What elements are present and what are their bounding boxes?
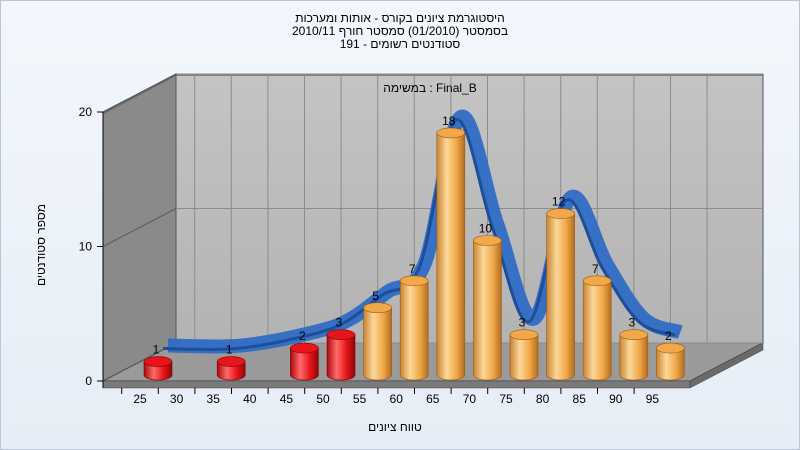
bar-body — [656, 347, 685, 381]
bar-body — [436, 132, 466, 381]
bar-65 — [436, 127, 466, 381]
data-label-85: 7 — [592, 262, 599, 276]
grid-line-left-wall — [102, 73, 177, 113]
bar-cap — [509, 329, 539, 340]
bar-95 — [656, 342, 685, 381]
x-tick-label: 45 — [280, 392, 294, 406]
bar-cap — [399, 275, 429, 287]
chart-title-line-1: היסטוגרמת ציונים בקורס - אותות ומערכות — [295, 11, 505, 25]
bar-cap — [326, 329, 356, 340]
data-label-75: 3 — [519, 316, 526, 330]
x-tick-label: 50 — [316, 392, 330, 406]
distribution-curve-edge — [162, 118, 676, 352]
bar-body — [399, 280, 429, 381]
y-tick-label: 10 — [79, 240, 93, 254]
bar-75 — [509, 329, 539, 381]
x-tick-label: 60 — [390, 392, 404, 406]
bar-35 — [216, 356, 246, 381]
bar-body — [326, 334, 356, 381]
bar-cap — [656, 342, 685, 354]
bar-70 — [473, 235, 502, 381]
bar-cap — [582, 275, 612, 287]
data-label-95: 2 — [665, 329, 672, 343]
bar-cap — [290, 342, 319, 354]
chart-annotation: Final_B : במשימה — [383, 81, 477, 95]
chart-bars — [143, 127, 685, 381]
bar-50 — [326, 329, 356, 381]
x-tick-label: 65 — [426, 392, 440, 406]
x-tick-label: 25 — [133, 392, 147, 406]
chart-floor-front-edge — [102, 380, 691, 389]
y-tick-label: 0 — [85, 374, 92, 388]
bar-90 — [619, 329, 649, 381]
y-axis-title: מספר סטודנטים — [34, 204, 48, 286]
x-axis-title: טווח ציונים — [368, 420, 422, 434]
bar-body — [546, 213, 575, 381]
chart-curve — [162, 109, 683, 354]
bar-60 — [399, 275, 429, 381]
bar-cap — [143, 356, 173, 367]
bar-body — [473, 240, 502, 381]
bar-cap — [546, 208, 575, 219]
bar-cap — [473, 235, 502, 246]
bar-cap — [436, 127, 466, 139]
x-tick-label: 35 — [207, 392, 221, 406]
chart-title-line-3: סטודנטים רשומים - 191 — [339, 37, 461, 51]
x-tick-label: 95 — [646, 392, 660, 406]
bar-cap — [363, 302, 392, 314]
grid-line-left-wall — [102, 208, 177, 247]
bar-body — [619, 334, 649, 381]
x-tick-label: 75 — [499, 392, 513, 406]
x-tick-label: 40 — [243, 392, 257, 406]
bar-cap — [619, 329, 649, 340]
bar-55 — [363, 302, 392, 381]
bar-body — [290, 347, 319, 381]
data-label-55: 5 — [372, 289, 379, 303]
chart-floor-right-edge — [689, 342, 764, 389]
bar-45 — [290, 342, 319, 381]
chart-title-line-2: בסמסטר (01/2010) סמסטר חורף 2010/11 — [291, 24, 509, 38]
y-tick-label: 20 — [79, 105, 93, 119]
data-label-65: 18 — [442, 114, 456, 128]
data-label-45: 2 — [299, 329, 306, 343]
data-label-80: 12 — [552, 195, 566, 209]
data-label-70: 10 — [479, 222, 493, 236]
x-tick-label: 55 — [353, 392, 367, 406]
bar-85 — [582, 275, 612, 381]
bar-body — [363, 307, 392, 381]
bar-body — [509, 334, 539, 381]
bar-25 — [143, 356, 173, 381]
x-tick-label: 70 — [463, 392, 477, 406]
x-tick-label: 30 — [170, 392, 184, 406]
bar-80 — [546, 208, 575, 381]
bar-cap — [216, 356, 246, 367]
data-label-50: 3 — [336, 316, 343, 330]
data-label-35: 1 — [226, 343, 233, 357]
x-tick-label: 80 — [536, 392, 550, 406]
data-label-25: 1 — [153, 343, 160, 357]
x-tick-label: 90 — [609, 392, 623, 406]
x-tick-label: 85 — [573, 392, 587, 406]
data-label-90: 3 — [628, 316, 635, 330]
distribution-curve-ribbon — [167, 109, 683, 354]
bar-body — [582, 280, 612, 381]
data-label-60: 7 — [409, 262, 416, 276]
